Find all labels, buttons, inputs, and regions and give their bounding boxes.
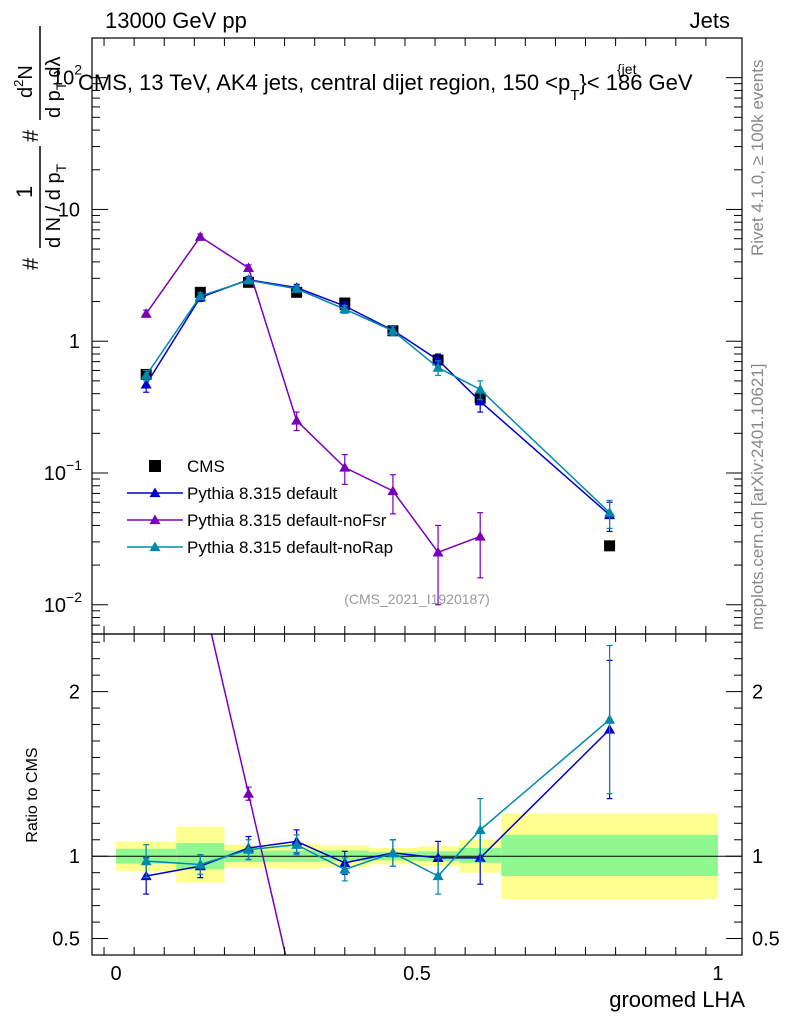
noFsr-point-6 <box>432 546 444 557</box>
noFsr-point-1 <box>194 231 206 241</box>
chart-title-sub: T <box>570 87 579 104</box>
noFsr-point-2 <box>242 262 254 273</box>
chart-title-sup: {jet <box>617 61 637 77</box>
frames <box>91 37 743 956</box>
default-point-7 <box>474 395 486 406</box>
default-ratio-point-6 <box>432 852 444 863</box>
default-point-6 <box>432 354 444 365</box>
noFsr-ratio-point-2 <box>242 788 254 798</box>
noRap-ratio-point-4 <box>339 863 351 874</box>
noRap-ratio-point-8 <box>604 714 616 724</box>
legend-marker-cms <box>149 460 161 472</box>
noRap-line <box>145 279 611 514</box>
axis-ticks: 0 0.5 1 10−2 10−1 1 10 102 0.5 0.5 1 1 2 2 <box>44 37 780 985</box>
noFsr-ratio-point-1 <box>195 581 206 591</box>
x-axis-label: groomed LHA <box>609 987 745 1012</box>
ytick-ratio-label-l-2: 2 <box>69 682 80 704</box>
noFsr-point-0 <box>140 308 152 318</box>
noFsr-ratio-line <box>210 634 287 955</box>
ytick-main-label-4: 102 <box>52 62 82 90</box>
noFsr-point-3 <box>291 415 303 425</box>
noFsr-line <box>145 235 481 554</box>
ylabel-den: d N / d pT <box>43 163 69 248</box>
y-axis-label-ratio: Ratio to CMS <box>24 747 41 842</box>
noFsr-point-4 <box>339 462 351 472</box>
legend-marker-default <box>149 487 161 498</box>
noFsr-point-5 <box>387 485 399 496</box>
mcplots-label: mcplots.cern.ch [arXiv:2401.10621] <box>748 363 767 630</box>
ratio-frame <box>91 633 743 956</box>
noRap-ratio-point-7 <box>474 824 486 835</box>
noRap-point-7 <box>474 384 486 394</box>
ylabel-num2: d2N <box>11 65 37 98</box>
legend-label-cms: CMS <box>187 457 225 476</box>
ratio-series <box>140 538 616 1008</box>
noFsr-ratio-point-3 <box>291 998 302 1008</box>
ytick-ratio-label-r-2: 2 <box>752 682 763 704</box>
noRap-ratio-point-6 <box>432 870 444 881</box>
ytick-ratio-label-r-0: 0.5 <box>752 929 780 951</box>
legend-label-noFsr: Pythia 8.315 default-noFsr <box>187 511 387 530</box>
main-series <box>140 231 616 606</box>
xtick-label-1: 0.5 <box>403 963 431 985</box>
noRap-ratio-point-0 <box>140 855 152 866</box>
noRap-point-3 <box>291 283 303 293</box>
noFsr-point-7 <box>474 530 486 541</box>
ytick-main-label-3: 10 <box>58 199 80 221</box>
legend: CMS Pythia 8.315 default Pythia 8.315 defa… <box>127 457 393 557</box>
ylabel-hash2: # <box>18 129 43 142</box>
ytick-ratio-label-l-0: 0.5 <box>52 929 80 951</box>
noRap-ratio-point-5 <box>387 847 399 858</box>
legend-label-default: Pythia 8.315 default <box>187 484 338 503</box>
ytick-ratio-label-l-1: 1 <box>69 846 80 868</box>
ylabel-den2: d pTdλ <box>43 57 69 119</box>
legend-marker-noRap <box>149 541 161 552</box>
legend-label-noRap: Pythia 8.315 default-noRap <box>187 538 393 557</box>
ylabel-hash: # <box>18 257 43 270</box>
ytick-main-label-2: 1 <box>69 331 80 353</box>
noRap-point-8 <box>604 507 616 517</box>
band-green-8 <box>501 834 718 876</box>
noRap-ratio-point-3 <box>291 839 303 849</box>
watermark: (CMS_2021_I1920187) <box>344 591 490 607</box>
noRap-ratio-point-2 <box>242 844 254 854</box>
chart-title: CMS, 13 TeV, AK4 jets, central dijet reg… <box>78 70 693 104</box>
noRap-point-0 <box>140 369 152 380</box>
noRap-point-4 <box>339 303 351 314</box>
y-axis-label-main: # 1 d N / d pT # d2N d pTdλ <box>11 26 69 270</box>
ytick-main-label-0: 10−2 <box>44 589 82 617</box>
xtick-label-2: 1 <box>712 963 723 985</box>
noFsr-ratio-point-0 <box>141 538 152 548</box>
header-left: 13000 GeV pp <box>105 8 247 33</box>
noRap-ratio-point-1 <box>194 858 206 869</box>
noRap-point-5 <box>387 325 399 335</box>
rivet-label: Rivet 4.1.0, ≥ 100k events <box>748 59 767 256</box>
noRap-point-6 <box>432 362 444 372</box>
ylabel-num: 1 <box>12 186 37 198</box>
noRap-point-1 <box>194 290 206 301</box>
xtick-label-0: 0 <box>111 963 122 985</box>
default-line <box>145 278 611 516</box>
header-right: Jets <box>690 8 730 33</box>
ytick-ratio-label-r-1: 1 <box>752 846 763 868</box>
noRap-point-2 <box>242 274 254 285</box>
chart-title-end: }< 186 GeV <box>579 70 692 95</box>
ytick-main-label-1: 10−1 <box>44 457 82 485</box>
default-point-0 <box>140 378 152 389</box>
cms-point-8 <box>604 540 616 552</box>
chart-title-main: CMS, 13 TeV, AK4 jets, central dijet reg… <box>78 70 570 95</box>
legend-marker-noFsr <box>149 514 161 525</box>
